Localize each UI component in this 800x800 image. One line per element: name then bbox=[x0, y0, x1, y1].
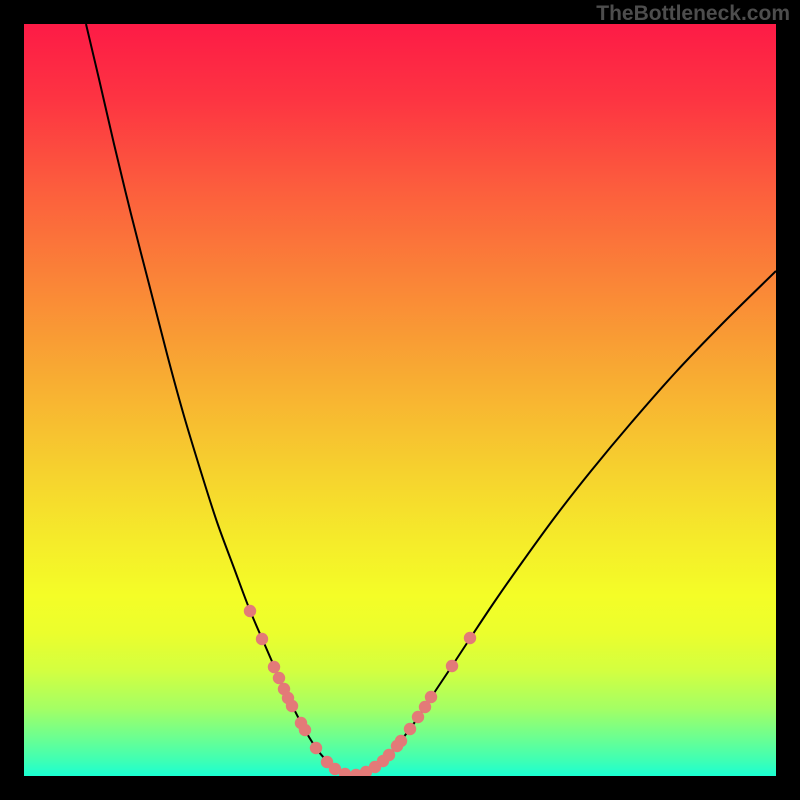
gradient-background bbox=[24, 24, 776, 776]
data-marker bbox=[268, 661, 280, 673]
data-marker bbox=[446, 660, 458, 672]
data-marker bbox=[244, 605, 256, 617]
data-marker bbox=[464, 632, 476, 644]
data-marker bbox=[412, 711, 424, 723]
watermark-label: TheBottleneck.com bbox=[596, 2, 790, 26]
data-marker bbox=[404, 723, 416, 735]
data-marker bbox=[273, 672, 285, 684]
data-marker bbox=[425, 691, 437, 703]
chart-svg bbox=[24, 24, 776, 776]
data-marker bbox=[395, 735, 407, 747]
plot-area bbox=[24, 24, 776, 776]
figure-frame: TheBottleneck.com bbox=[0, 0, 800, 800]
data-marker bbox=[310, 742, 322, 754]
data-marker bbox=[299, 724, 311, 736]
data-marker bbox=[256, 633, 268, 645]
data-marker bbox=[286, 700, 298, 712]
